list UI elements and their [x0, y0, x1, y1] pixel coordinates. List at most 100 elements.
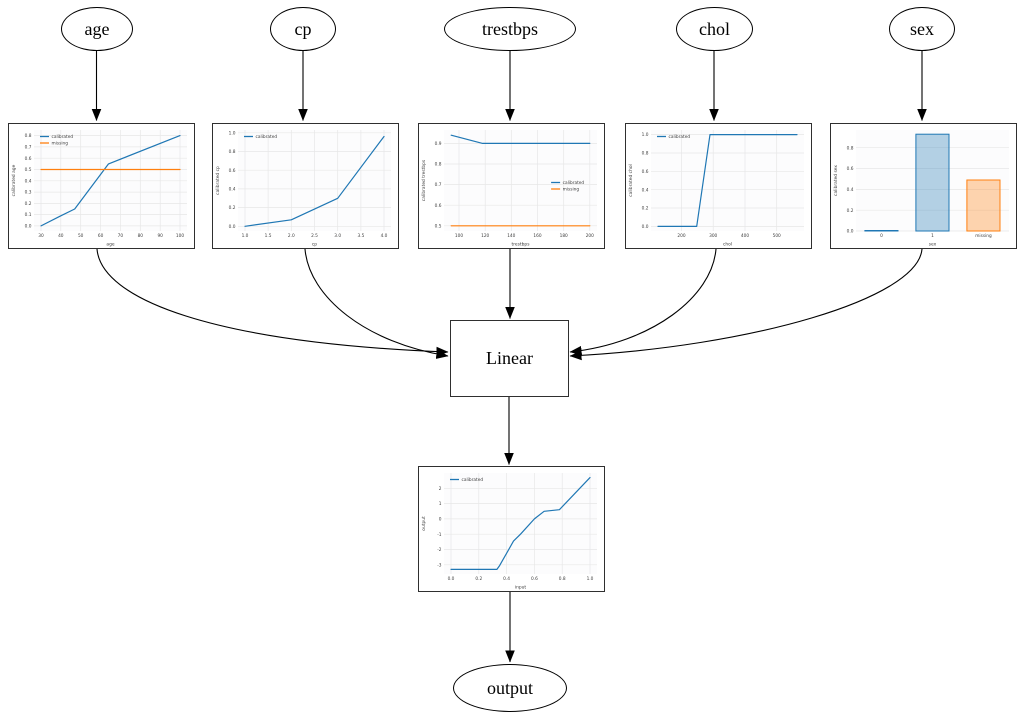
svg-text:2: 2: [439, 486, 442, 492]
svg-text:200: 200: [586, 233, 594, 239]
svg-text:calibrated: calibrated: [52, 134, 74, 140]
svg-text:0.0: 0.0: [448, 576, 455, 582]
svg-text:140: 140: [507, 233, 515, 239]
svg-text:1.0: 1.0: [242, 233, 249, 239]
svg-text:0.6: 0.6: [847, 166, 854, 172]
svg-text:4.0: 4.0: [381, 233, 388, 239]
plot-cp-calibration: 0.0 0.2 0.4 0.6 0.8 1.0 1.0 1.5 2.0 2.5 3.0 3.5 4.0 c…: [212, 123, 399, 249]
svg-text:0.8: 0.8: [435, 162, 442, 168]
chol-calibration-chart: 0.0 0.2 0.4 0.6 0.8 1.0 200 300 400 500 chol calibr…: [628, 130, 804, 248]
svg-text:0.6: 0.6: [531, 576, 538, 582]
svg-text:0.4: 0.4: [229, 187, 236, 193]
svg-text:0.0: 0.0: [642, 224, 649, 230]
svg-text:1.5: 1.5: [265, 233, 272, 239]
svg-text:0.8: 0.8: [559, 576, 566, 582]
svg-text:missing: missing: [563, 187, 580, 193]
svg-text:0.0: 0.0: [229, 224, 236, 230]
plot-age-calibration: 0.0 0.1 0.2 0.3 0.4 0.5 0.6 0.7 0.8 30 40 50 60 70 80 9…: [8, 123, 195, 249]
svg-text:500: 500: [773, 233, 781, 239]
node-output-label: output: [486, 677, 533, 698]
svg-text:0.6: 0.6: [642, 169, 649, 175]
svg-text:0.5: 0.5: [25, 167, 32, 173]
plot-trestbps-calibration: 0.5 0.6 0.7 0.8 0.9 100 120 140 160 180 200 trestbp…: [418, 123, 605, 249]
svg-text:calibrated: calibrated: [462, 477, 484, 483]
svg-text:0.0: 0.0: [25, 224, 32, 230]
svg-text:0.2: 0.2: [847, 208, 854, 214]
sex-calibration-chart: 0.0 0.2 0.4 0.6 0.8 0 1 missing sex calibrated se…: [833, 130, 1009, 248]
svg-text:sex: sex: [929, 243, 937, 248]
svg-text:0.3: 0.3: [25, 190, 32, 196]
svg-text:120: 120: [481, 233, 489, 239]
svg-text:cp: cp: [312, 243, 317, 248]
svg-text:0.4: 0.4: [847, 187, 854, 193]
output-calibration-chart: -3 -2 -1 0 1 2 0.0 0.2 0.4 0.6 0.8 1.0 input output ca…: [421, 473, 597, 591]
cp-calibration-chart: 0.0 0.2 0.4 0.6 0.8 1.0 1.0 1.5 2.0 2.5 3.0 3.5 4.0 c…: [215, 130, 391, 248]
svg-text:60: 60: [98, 233, 104, 239]
svg-text:0.4: 0.4: [25, 178, 32, 184]
svg-text:1: 1: [931, 233, 934, 239]
svg-text:1.0: 1.0: [229, 130, 236, 136]
svg-text:0.8: 0.8: [847, 145, 854, 151]
svg-text:input: input: [515, 585, 527, 591]
svg-text:50: 50: [78, 233, 84, 239]
node-cp-label: cp: [294, 18, 312, 39]
svg-text:1: 1: [439, 501, 442, 507]
svg-text:calibrated trestbps: calibrated trestbps: [421, 159, 427, 201]
svg-text:400: 400: [741, 233, 749, 239]
svg-text:missing: missing: [975, 233, 992, 239]
edge-age-plot-to-linear: [96, 248, 449, 357]
svg-text:calibrated chol: calibrated chol: [628, 164, 634, 197]
svg-text:90: 90: [157, 233, 163, 239]
node-cp: cp: [270, 7, 336, 51]
svg-text:70: 70: [118, 233, 124, 239]
svg-text:0.2: 0.2: [229, 205, 236, 211]
svg-text:0.7: 0.7: [435, 182, 442, 188]
svg-text:300: 300: [709, 233, 717, 239]
svg-text:-1: -1: [437, 532, 442, 538]
plot-sex-calibration: 0.0 0.2 0.4 0.6 0.8 0 1 missing sex calibrated se…: [830, 123, 1017, 249]
svg-text:30: 30: [38, 233, 44, 239]
svg-text:calibrated: calibrated: [669, 134, 691, 140]
svg-text:160: 160: [533, 233, 541, 239]
age-calibration-chart: 0.0 0.1 0.2 0.3 0.4 0.5 0.6 0.7 0.8 30 40 50 60 70 80 9…: [11, 130, 187, 248]
node-sex: sex: [889, 7, 955, 51]
svg-text:0.8: 0.8: [642, 151, 649, 157]
svg-text:3.5: 3.5: [357, 233, 364, 239]
svg-text:-3: -3: [437, 562, 442, 568]
node-trestbps-label: trestbps: [482, 18, 538, 39]
svg-text:calibrated age: calibrated age: [11, 164, 17, 196]
svg-text:0: 0: [439, 517, 442, 523]
svg-text:0.4: 0.4: [642, 187, 649, 193]
svg-text:trestbps: trestbps: [511, 242, 530, 248]
svg-text:age: age: [106, 243, 114, 248]
edge-sex-plot-to-linear: [569, 248, 923, 361]
node-linear: Linear: [450, 320, 569, 397]
svg-text:0.5: 0.5: [435, 223, 442, 229]
svg-text:0.2: 0.2: [475, 576, 482, 582]
svg-text:0.6: 0.6: [25, 156, 32, 162]
svg-text:0: 0: [880, 233, 883, 239]
svg-text:calibrated cp: calibrated cp: [215, 166, 221, 195]
edge-cp-plot-to-linear: [304, 248, 449, 359]
node-output: output: [453, 664, 567, 712]
svg-text:100: 100: [176, 233, 184, 239]
svg-text:0.2: 0.2: [642, 206, 649, 212]
node-chol: chol: [676, 7, 753, 51]
svg-text:0.8: 0.8: [25, 133, 32, 139]
svg-text:0.9: 0.9: [435, 141, 442, 147]
svg-text:40: 40: [58, 233, 64, 239]
svg-text:0.7: 0.7: [25, 145, 32, 151]
node-age: age: [61, 7, 133, 51]
svg-text:100: 100: [455, 233, 463, 239]
svg-text:chol: chol: [723, 242, 732, 248]
svg-text:calibrated sex: calibrated sex: [833, 165, 839, 196]
plot-output-calibration: -3 -2 -1 0 1 2 0.0 0.2 0.4 0.6 0.8 1.0 input output ca…: [418, 466, 605, 592]
svg-text:1.0: 1.0: [642, 132, 649, 138]
svg-text:calibrated: calibrated: [563, 180, 585, 186]
svg-text:2.5: 2.5: [311, 233, 318, 239]
svg-text:200: 200: [677, 233, 685, 239]
svg-text:0.6: 0.6: [435, 203, 442, 209]
svg-text:0.1: 0.1: [25, 212, 32, 218]
svg-text:0.0: 0.0: [847, 229, 854, 235]
